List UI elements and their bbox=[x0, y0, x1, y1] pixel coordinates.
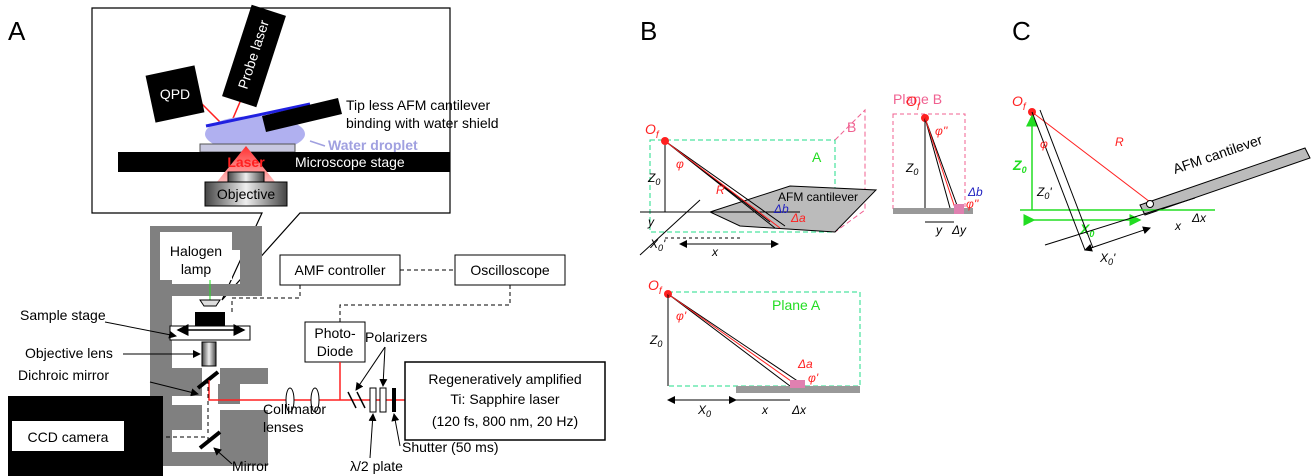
db-label: Δb bbox=[773, 202, 789, 216]
da-label: Δa bbox=[797, 357, 813, 371]
focal-point bbox=[661, 137, 669, 145]
polarizers-label: Polarizers bbox=[365, 329, 427, 345]
origin-label: Of bbox=[645, 121, 660, 141]
laser-label: Laser bbox=[227, 154, 265, 170]
y-label: y bbox=[935, 223, 943, 237]
collimator-label: lenses bbox=[263, 419, 303, 435]
phi-label: φ bbox=[1040, 137, 1048, 151]
objective-top bbox=[228, 172, 264, 182]
x0-label: X0 bbox=[697, 403, 711, 419]
mirror bbox=[200, 432, 220, 448]
x0p-label: X0' bbox=[649, 237, 666, 253]
origin-label: Of bbox=[1012, 93, 1027, 113]
plane-tag: B bbox=[847, 119, 856, 135]
condenser bbox=[200, 300, 220, 306]
water-droplet-label: Water droplet bbox=[328, 137, 418, 153]
pointer bbox=[370, 414, 373, 458]
half-wave-plate bbox=[370, 388, 376, 412]
shutter-label: Shutter (50 ms) bbox=[402, 439, 498, 455]
z0-label: Z0 bbox=[649, 333, 662, 349]
da-label: Δa bbox=[790, 211, 806, 225]
panel-c: C AFM cantilever Of R Z0 X0 φ Z0' X0' x … bbox=[1012, 16, 1310, 267]
half-wave-plate-label: λ/2 plate bbox=[350, 458, 403, 474]
objective-label: Objective bbox=[217, 186, 276, 202]
sample-holder bbox=[195, 312, 225, 326]
tilted-axis bbox=[1040, 110, 1093, 248]
contact-point bbox=[1147, 201, 1154, 208]
z0-label: Z0 bbox=[1012, 157, 1027, 175]
dichroic-mirror-label: Dichroic mirror bbox=[18, 367, 109, 383]
dx-label: Δx bbox=[791, 403, 807, 417]
phi-label: φ bbox=[676, 157, 684, 171]
objective-lens-label: Objective lens bbox=[25, 345, 113, 361]
laser-source-label: Regeneratively amplified bbox=[428, 371, 581, 387]
dx-label: Δx bbox=[1191, 211, 1207, 225]
panel-letter: C bbox=[1012, 16, 1031, 46]
ccd-label: CCD camera bbox=[28, 429, 109, 445]
controller-label: AMF controller bbox=[294, 262, 385, 278]
plane-title: Plane A bbox=[772, 297, 821, 313]
x-label: x bbox=[711, 245, 719, 259]
laser-source-label: (120 fs, 800 nm, 20 Hz) bbox=[432, 413, 578, 429]
pointer bbox=[394, 414, 400, 446]
x0p-dim bbox=[1085, 228, 1150, 250]
shift-area bbox=[954, 204, 964, 214]
figure: A QPD Probe laser Tip less AFM cantileve… bbox=[0, 0, 1311, 476]
x0p-label: X0' bbox=[1099, 251, 1116, 267]
phi-label: φ' bbox=[808, 371, 819, 385]
z0-label: Z0 bbox=[647, 171, 660, 187]
laser-source-label: Ti: Sapphire laser bbox=[450, 391, 560, 407]
z0p-label: Z0' bbox=[1036, 185, 1052, 201]
x-label: x bbox=[1174, 219, 1182, 233]
phi-label: φ'' bbox=[966, 197, 979, 211]
dy-label: Δy bbox=[951, 223, 967, 237]
r-label: R bbox=[716, 183, 725, 197]
pointer bbox=[383, 347, 385, 386]
cantilever-label: AFM cantilever bbox=[778, 190, 858, 204]
polarizer bbox=[380, 388, 386, 412]
x-label: x bbox=[761, 403, 769, 417]
shift-area bbox=[790, 380, 805, 388]
objective-lens bbox=[202, 342, 216, 366]
sample-stage-label: Sample stage bbox=[20, 307, 106, 323]
panel-b: B A B AFM cantilever Of φ Z0 R Δb Δa y X… bbox=[640, 16, 983, 419]
panel-a: A QPD Probe laser Tip less AFM cantileve… bbox=[8, 5, 605, 476]
halogen-label: Halogen bbox=[170, 243, 222, 259]
photodiode-label: Diode bbox=[317, 343, 354, 359]
microscope-stage-label: Microscope stage bbox=[295, 154, 405, 170]
halogen-label: lamp bbox=[181, 261, 212, 277]
panel-letter: B bbox=[640, 16, 657, 46]
qpd-label: QPD bbox=[160, 86, 190, 102]
z0-label: Z0 bbox=[905, 161, 918, 177]
origin-label: Of bbox=[648, 277, 663, 297]
oscilloscope-label: Oscilloscope bbox=[470, 262, 550, 278]
shutter bbox=[392, 388, 396, 412]
mirror-label: Mirror bbox=[232, 458, 269, 474]
cantilever-label: binding with water shield bbox=[346, 115, 499, 131]
phi-label: φ' bbox=[676, 309, 687, 323]
collimator-label: Collimator bbox=[263, 401, 326, 417]
cantilever-label: Tip less AFM cantilever bbox=[346, 97, 491, 113]
panel-letter: A bbox=[8, 16, 26, 46]
plane-a-box bbox=[668, 292, 860, 386]
photodiode-label: Photo- bbox=[314, 325, 356, 341]
sample-stage bbox=[170, 326, 250, 340]
y-label: y bbox=[647, 215, 655, 229]
phi-label: φ'' bbox=[935, 124, 948, 138]
plane-tag: A bbox=[812, 149, 822, 165]
r-label: R bbox=[1115, 135, 1124, 149]
